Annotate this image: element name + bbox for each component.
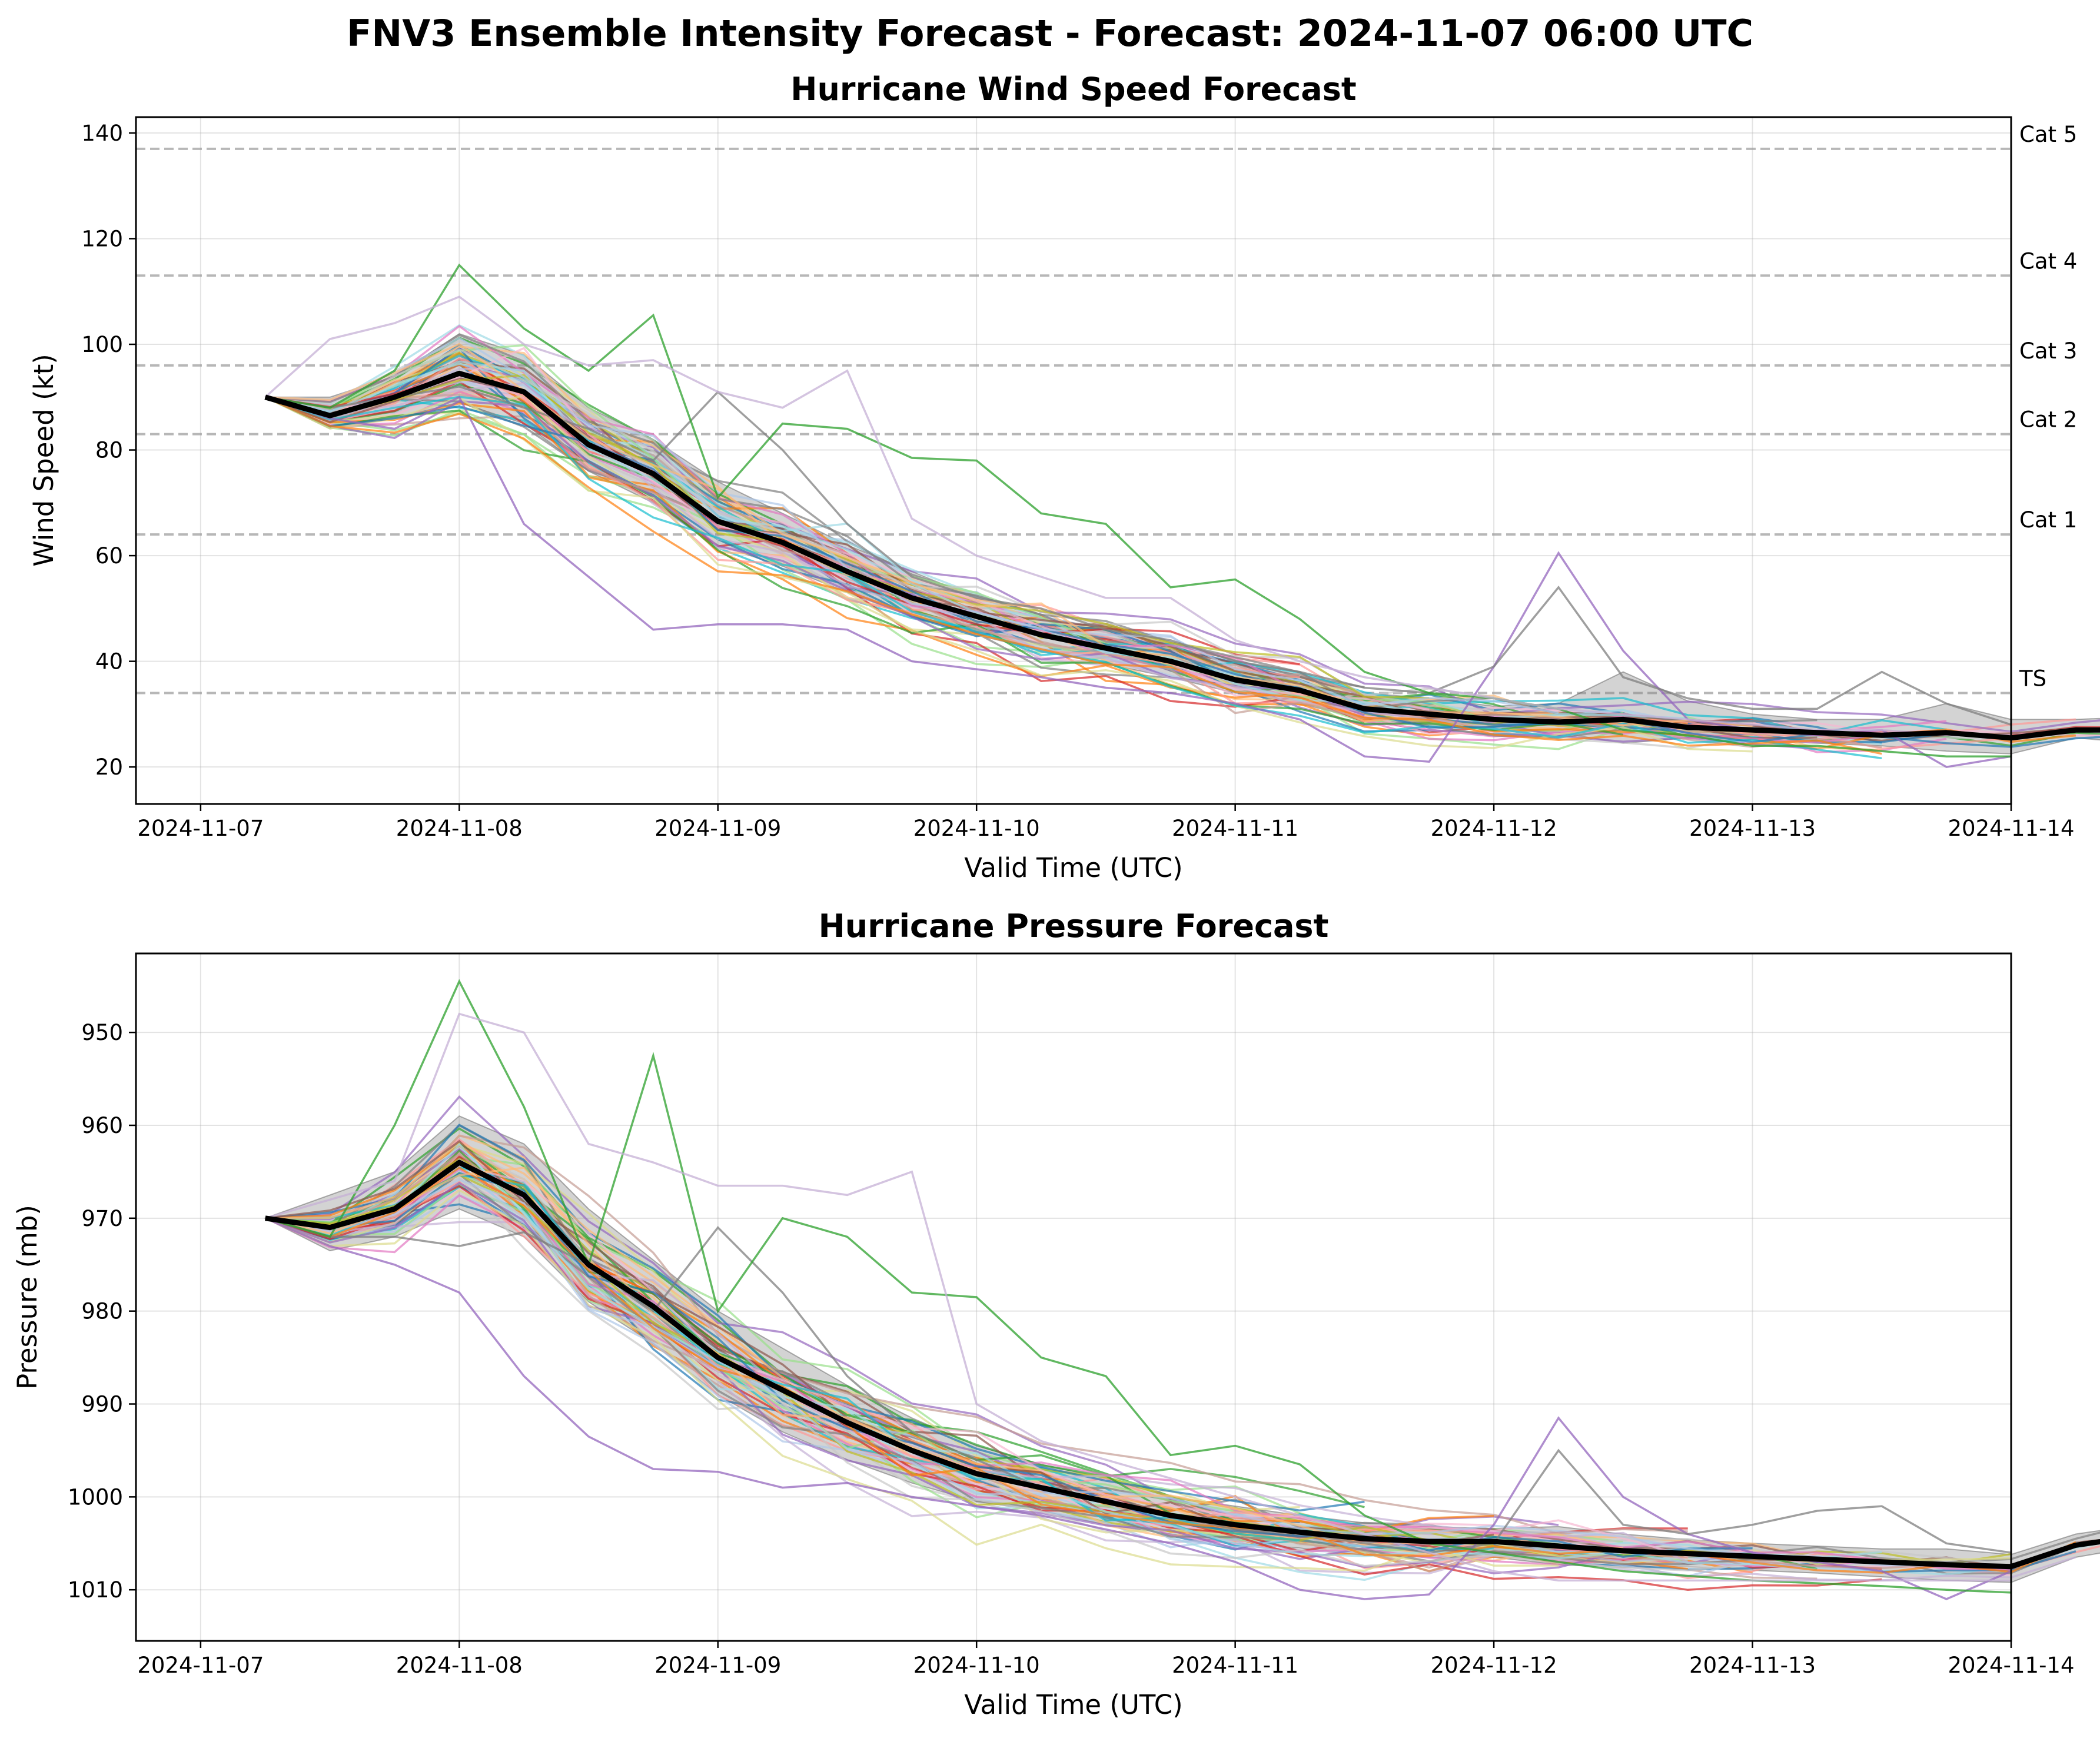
y-tick-label: 1000 — [68, 1484, 123, 1510]
y-tick-label: 990 — [81, 1392, 123, 1417]
x-tick-label: 2024-11-12 — [1431, 1653, 1557, 1678]
ensemble-member-line — [265, 263, 2011, 757]
ensemble-mean-line — [264, 370, 2100, 741]
x-tick-label: 2024-11-11 — [1172, 1653, 1298, 1678]
pressure-y-label: Pressure (mb) — [12, 1205, 43, 1390]
x-tick-label: 2024-11-13 — [1689, 816, 1816, 841]
y-tick-label: 950 — [81, 1020, 123, 1045]
x-tick-label: 2024-11-07 — [137, 816, 264, 841]
y-tick-label: 80 — [95, 438, 123, 463]
ensemble-member-line — [265, 337, 1559, 715]
x-tick-label: 2024-11-08 — [396, 816, 523, 841]
ensemble-member-line — [264, 396, 1624, 736]
x-tick-label: 2024-11-10 — [913, 816, 1040, 841]
ensemble-member-line — [265, 343, 1753, 727]
pressure-x-label: Valid Time (UTC) — [964, 1689, 1183, 1720]
wind-chart-title: Hurricane Wind Speed Forecast — [790, 71, 1356, 108]
y-tick-label: 140 — [81, 121, 123, 146]
y-tick-label: 1010 — [68, 1577, 123, 1603]
y-tick-label: 100 — [81, 332, 123, 357]
x-tick-label: 2024-11-13 — [1689, 1653, 1816, 1678]
threshold-label: Cat 2 — [2019, 407, 2077, 433]
wind-y-label: Wind Speed (kt) — [28, 354, 59, 567]
ensemble-member-line — [265, 396, 2012, 769]
ensemble-member-line — [265, 1217, 2012, 1600]
pressure-y-axis: 950 960 970 980 990 1000 1010 — [68, 1020, 136, 1603]
threshold-label: Cat 3 — [2019, 338, 2077, 364]
pressure-x-axis: 2024-11-07 2024-11-08 2024-11-09 2024-11-10… — [137, 1641, 2075, 1678]
ensemble-member-line — [265, 1177, 1753, 1572]
wind-category-labels: Cat 5 Cat 4 Cat 3 Cat 2 Cat 1 TS — [2019, 122, 2077, 692]
wind-y-axis: 20 40 60 80 100 120 140 — [81, 121, 136, 780]
ensemble-member-line — [265, 1188, 1559, 1572]
y-tick-label: 20 — [95, 755, 123, 780]
wind-speed-panel: Hurricane Wind Speed Forecast 2024-11-07… — [28, 71, 2100, 883]
x-tick-label: 2024-11-12 — [1431, 816, 1557, 841]
ensemble-member-line — [264, 295, 2011, 737]
ensemble-member-line — [265, 1144, 1494, 1533]
threshold-label: Cat 5 — [2019, 122, 2077, 147]
wind-ensemble-members — [264, 263, 2100, 769]
x-tick-label: 2024-11-07 — [137, 1653, 264, 1678]
x-tick-label: 2024-11-08 — [396, 1653, 523, 1678]
pressure-ensemble-mean — [265, 1159, 2100, 1570]
pressure-chart-title: Hurricane Pressure Forecast — [819, 908, 1329, 945]
ensemble-member-line — [265, 1167, 2076, 1574]
y-tick-label: 120 — [81, 226, 123, 251]
y-tick-label: 980 — [81, 1299, 123, 1324]
ensemble-member-line — [265, 382, 1624, 739]
ensemble-member-line — [264, 396, 1882, 755]
ensemble-member-line — [265, 363, 1882, 746]
ensemble-member-line — [265, 1168, 1882, 1561]
x-tick-label: 2024-11-14 — [1948, 1653, 2074, 1678]
x-tick-label: 2024-11-11 — [1172, 816, 1298, 841]
ensemble-member-line — [265, 1178, 1947, 1567]
wind-x-label: Valid Time (UTC) — [964, 852, 1183, 883]
ensemble-member-line — [265, 979, 2012, 1594]
ensemble-member-line — [265, 347, 1430, 711]
ensemble-member-line — [265, 1134, 1688, 1535]
x-tick-label: 2024-11-14 — [1948, 816, 2074, 841]
wind-ensemble-mean — [264, 370, 2100, 741]
pressure-axes-frame — [135, 952, 2012, 1642]
y-tick-label: 40 — [95, 649, 123, 674]
figure-suptitle: FNV3 Ensemble Intensity Forecast - Forec… — [347, 12, 1753, 55]
threshold-label: TS — [2019, 666, 2046, 691]
ensemble-mean-line — [265, 1159, 2100, 1570]
y-tick-label: 960 — [81, 1113, 123, 1138]
x-tick-label: 2024-11-10 — [913, 1653, 1040, 1678]
wind-axes-frame — [135, 116, 2012, 805]
y-tick-label: 60 — [95, 543, 123, 569]
pressure-panel: Hurricane Pressure Forecast 2024-11-07 20… — [12, 908, 2100, 1720]
x-tick-label: 2024-11-09 — [654, 1653, 781, 1678]
x-tick-label: 2024-11-09 — [654, 816, 781, 841]
ensemble-member-line — [265, 1012, 2011, 1582]
ensemble-member-line — [264, 396, 1753, 753]
threshold-label: Cat 1 — [2019, 507, 2077, 533]
wind-x-axis: 2024-11-07 2024-11-08 2024-11-09 2024-11-10… — [137, 804, 2075, 841]
y-tick-label: 970 — [81, 1206, 123, 1231]
threshold-label: Cat 4 — [2019, 248, 2077, 274]
